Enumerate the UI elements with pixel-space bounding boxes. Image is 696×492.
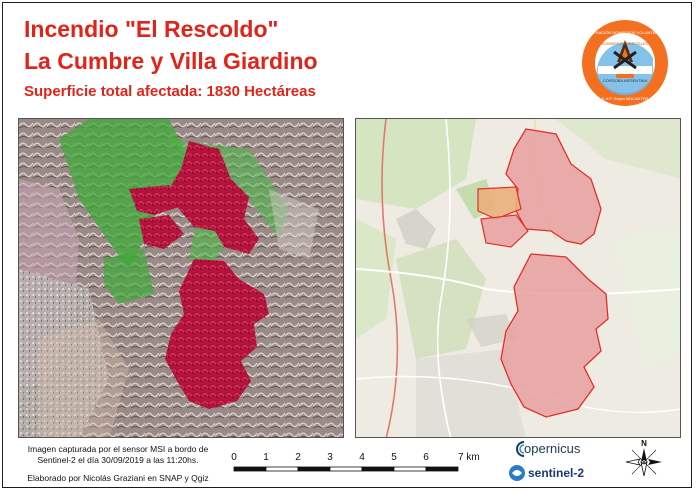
street-map-panel[interactable] xyxy=(355,118,681,438)
scale-label: 7 km xyxy=(458,452,480,463)
logo-center-title: BOMBEROS FORESTALES xyxy=(602,42,648,46)
bomberos-forestales-badge-icon: CÓRDOBA ARGENTINA FEDERACIÓN BOMBEROS VO… xyxy=(582,20,668,106)
logo-ring-bottom-text: E.A.P. Grupo MOLUNTER xyxy=(602,96,649,101)
map-title-line2: La Cumbre y Villa Giardino xyxy=(24,48,318,74)
north-arrow-icon: N xyxy=(625,439,662,477)
logo-ring-top-text: FEDERACIÓN BOMBEROS VOLUNTARIOS xyxy=(585,30,665,35)
burn-scar-south xyxy=(165,259,269,409)
urban-area xyxy=(19,269,109,437)
copernicus-label: opernicus xyxy=(524,441,581,456)
north-label: N xyxy=(641,439,647,448)
sentinel-label: sentinel-2 xyxy=(528,466,585,480)
burn-scar-north xyxy=(169,141,259,254)
scale-segment xyxy=(393,466,427,472)
copernicus-logo-icon xyxy=(516,441,525,457)
scale-segment xyxy=(425,466,459,472)
scale-label: 3 xyxy=(327,452,333,463)
credit-text-line1: Imagen capturada por el sensor MSI a bor… xyxy=(27,444,209,454)
map-frame xyxy=(2,2,692,488)
map-subtitle: Superficie total afectada: 1830 Hectárea… xyxy=(24,83,316,100)
route-road xyxy=(381,119,399,437)
scale-label: 0 xyxy=(231,452,237,463)
map-title-line1: Incendio "El Rescoldo" xyxy=(24,16,279,42)
scale-segment xyxy=(233,466,267,472)
scale-label: 4 xyxy=(359,452,365,463)
scale-segment xyxy=(329,466,363,472)
scale-segment xyxy=(265,466,299,472)
vegetation-area xyxy=(59,119,189,269)
credit-text-line3: Elaborado por Nicolás Graziani en SNAP y… xyxy=(27,473,209,483)
scale-segment xyxy=(297,466,331,472)
burn-perimeter-north xyxy=(505,128,602,245)
burn-perimeter-south xyxy=(500,253,609,418)
burn-scar-center-west xyxy=(139,215,184,249)
satellite-map-panel[interactable] xyxy=(18,118,344,438)
scale-label: 1 xyxy=(263,452,269,463)
burn-scar-west xyxy=(129,185,179,215)
scale-label: 2 xyxy=(295,452,301,463)
scale-bar: 0 1 2 3 4 5 6 7 km xyxy=(231,452,480,472)
credit-text-line2: Sentinel-2 el día 30/09/2019 a las 11:20… xyxy=(37,455,199,465)
scale-segment xyxy=(361,466,395,472)
sentinel-logo-icon xyxy=(509,465,525,481)
scale-label: 6 xyxy=(423,452,429,463)
scale-label: 5 xyxy=(391,452,397,463)
logo-center-text: CÓRDOBA ARGENTINA xyxy=(603,78,648,83)
burn-perimeter-west xyxy=(477,186,522,220)
